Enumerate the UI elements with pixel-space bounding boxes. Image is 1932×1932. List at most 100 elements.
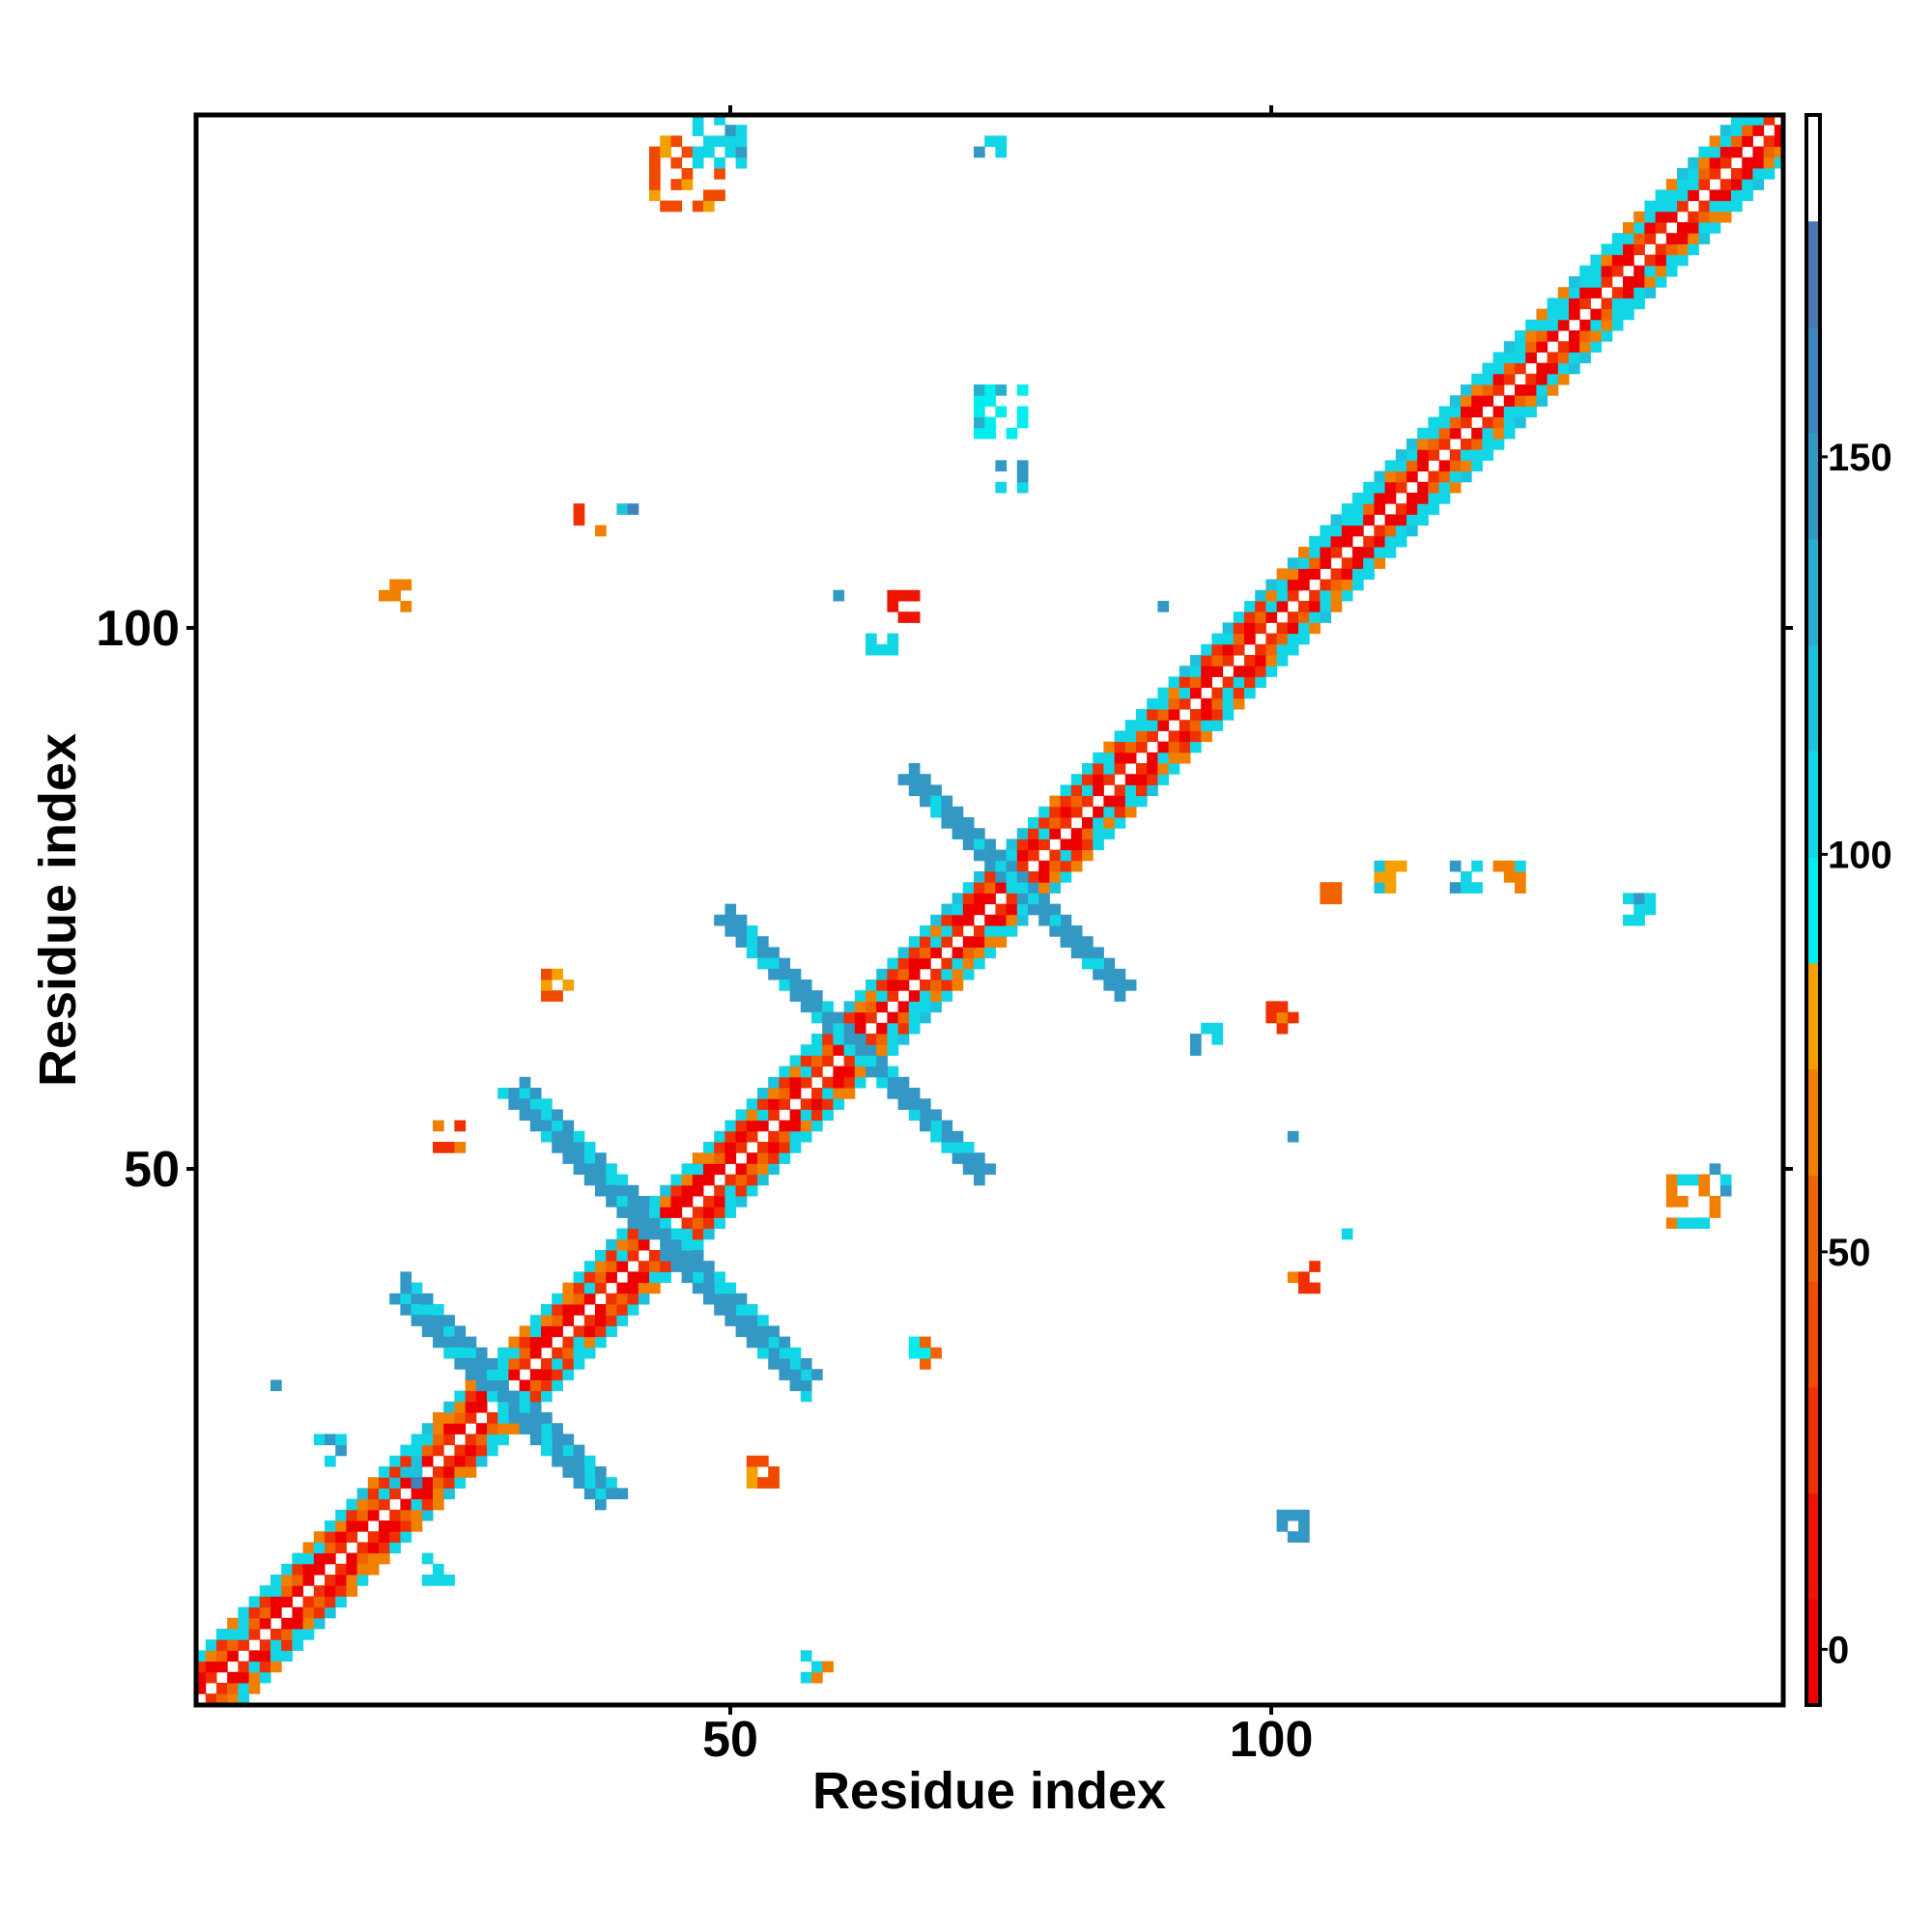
heatmap-cell [660,135,671,148]
heatmap-cell [1157,601,1170,612]
heatmap-cell [562,1130,575,1143]
heatmap-cell [1417,439,1429,450]
heatmap-cell [1590,287,1603,298]
heatmap-cell [379,1531,390,1543]
heatmap-cell [779,1098,791,1110]
heatmap-cell [552,1358,563,1370]
heatmap-cell [811,1055,823,1067]
heatmap-cell [876,1022,888,1035]
heatmap-cell [757,957,769,970]
heatmap-cell [1060,784,1072,797]
heatmap-cell [346,1552,358,1565]
heatmap-cell [302,1596,315,1608]
heatmap-cell [1395,514,1407,526]
heatmap-cell [1536,384,1548,396]
heatmap-cell [800,990,812,1002]
heatmap-cell [595,1477,607,1489]
heatmap-cell [908,784,921,797]
heatmap-cell [1611,265,1624,277]
heatmap-cell [908,774,921,785]
heatmap-cell [1677,243,1689,256]
heatmap-cell [1298,1531,1310,1543]
heatmap-cell [595,1282,607,1294]
heatmap-cell [421,1477,434,1489]
heatmap-cell [1352,493,1364,504]
heatmap-cell [757,1174,769,1186]
heatmap-cell [1731,179,1743,190]
heatmap-cell [746,936,758,948]
heatmap-cell [1114,784,1126,797]
heatmap-cell [1719,1174,1732,1186]
heatmap-cell [1244,611,1256,623]
heatmap-cell [1525,373,1537,385]
heatmap-cell [616,1488,629,1500]
heatmap-cell [248,1606,261,1619]
heatmap-cell [1374,525,1386,537]
heatmap-cell [854,1055,867,1067]
heatmap-cell [1634,914,1645,926]
heatmap-cell [670,1250,683,1262]
heatmap-cell [920,774,931,785]
heatmap-cell [573,1304,585,1316]
heatmap-cell [1665,200,1678,213]
heatmap-cell [1103,980,1116,991]
heatmap-cell [1179,666,1191,677]
heatmap-cell [1569,308,1580,321]
heatmap-cell [1038,871,1050,883]
heatmap-cell [1114,806,1126,818]
heatmap-cell [562,1336,575,1349]
heatmap-cell [1623,254,1634,267]
heatmap-cell [1395,481,1407,494]
heatmap-cell [779,1347,791,1359]
heatmap-cell [508,1401,521,1413]
heatmap-cell [854,1076,867,1089]
heatmap-cell [1709,156,1721,169]
heatmap-cell [1557,362,1570,375]
heatmap-cell [443,1315,455,1326]
heatmap-cell [920,980,931,991]
heatmap-cell [573,1271,585,1284]
colorbar-segment [1808,1175,1818,1282]
heatmap-cell [1698,168,1711,180]
heatmap-cell [811,1044,823,1056]
heatmap-cell [1049,882,1062,894]
heatmap-cell [1222,655,1235,667]
heatmap-cell [443,1412,455,1424]
heatmap-cell [541,1130,553,1143]
heatmap-cell [1774,135,1786,148]
heatmap-cell [908,1088,921,1099]
heatmap-cell [897,1098,910,1110]
heatmap-cell [1190,1044,1202,1056]
heatmap-cell [670,1207,683,1218]
heatmap-cell [1070,828,1083,839]
heatmap-cell [1168,752,1180,764]
heatmap-cell [920,936,931,948]
heatmap-cell [1547,352,1559,364]
heatmap-cell [356,1498,369,1511]
heatmap-cell [259,1639,271,1651]
heatmap-cell [1233,687,1245,699]
heatmap-cell [281,1563,293,1576]
heatmap-cell [519,1379,531,1392]
heatmap-cell [379,1552,390,1565]
heatmap-cell [1634,287,1645,298]
heatmap-cell [606,1271,617,1284]
heatmap-cell [779,1076,791,1089]
heatmap-cell [541,1379,553,1392]
heatmap-cell [1406,470,1418,483]
heatmap-cell [746,1163,758,1176]
heatmap-cell [552,1304,563,1316]
heatmap-cell [1623,308,1634,321]
heatmap-cell [1157,752,1170,764]
heatmap-cell [724,1120,737,1132]
heatmap-cell [1492,406,1505,418]
heatmap-cell [421,1304,434,1316]
heatmap-cell [1634,211,1645,223]
heatmap-cell [454,1412,467,1424]
heatmap-cell [1492,427,1505,440]
heatmap-cell [216,1629,228,1640]
heatmap-cell [411,1466,423,1478]
colorbar-segment [1808,115,1818,222]
heatmap-cell [238,1693,250,1705]
heatmap-cell [421,1498,434,1511]
